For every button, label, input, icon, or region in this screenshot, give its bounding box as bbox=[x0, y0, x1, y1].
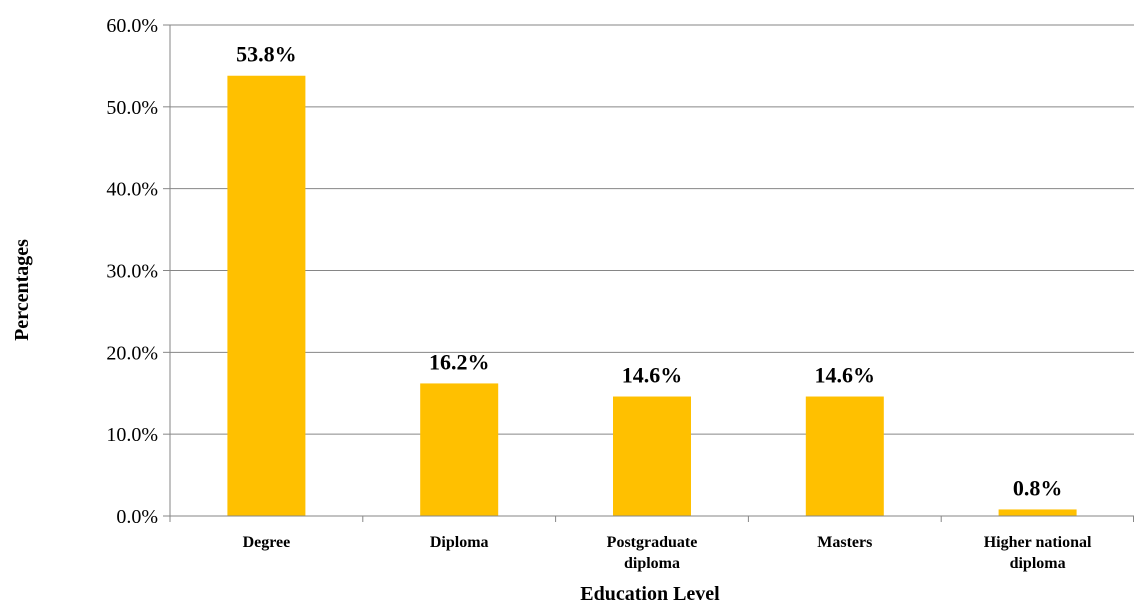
x-category-label: Degree bbox=[243, 534, 291, 551]
data-label: 14.6% bbox=[622, 363, 683, 388]
data-labels: 53.8% 16.2% 14.6% 14.6% 0.8% bbox=[236, 42, 1062, 501]
x-axis-title: Education Level bbox=[580, 583, 720, 605]
bar bbox=[227, 75, 306, 516]
data-label: 53.8% bbox=[236, 42, 297, 67]
data-label: 16.2% bbox=[429, 349, 490, 374]
bars bbox=[227, 75, 1077, 516]
x-category-labels: Degree Diploma Postgraduate diploma Masters H… bbox=[243, 534, 1092, 572]
bar bbox=[998, 509, 1077, 516]
data-label: 14.6% bbox=[815, 363, 876, 388]
y-tick-label: 0.0% bbox=[116, 506, 158, 528]
x-category-label: Postgraduate diploma bbox=[607, 534, 698, 572]
y-tick-label: 30.0% bbox=[106, 261, 158, 283]
axes bbox=[163, 24, 1134, 522]
x-category-label: Masters bbox=[817, 534, 872, 551]
data-label: 0.8% bbox=[1013, 475, 1063, 500]
y-axis-title: Percentages bbox=[11, 239, 33, 341]
bar bbox=[420, 383, 499, 516]
bar bbox=[805, 396, 884, 516]
y-tick-labels: 0.0% 10.0% 20.0% 30.0% 40.0% 50.0% 60.0% bbox=[106, 15, 158, 528]
y-tick-label: 40.0% bbox=[106, 179, 158, 201]
bar bbox=[613, 396, 691, 516]
y-tick-label: 60.0% bbox=[106, 15, 158, 37]
gridlines bbox=[170, 24, 1134, 435]
x-category-label: Diploma bbox=[430, 534, 489, 551]
y-tick-label: 10.0% bbox=[106, 424, 158, 446]
y-tick-label: 50.0% bbox=[106, 97, 158, 119]
y-tick-label: 20.0% bbox=[106, 342, 158, 364]
x-category-label: Higher national diploma bbox=[984, 534, 1092, 572]
